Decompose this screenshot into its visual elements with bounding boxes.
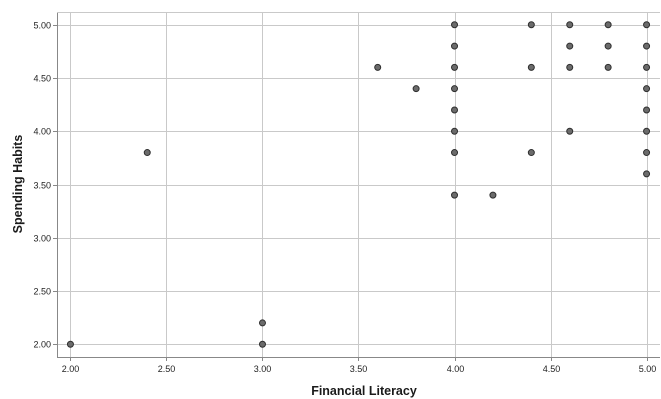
y-tick-label: 4.50 [33, 74, 51, 84]
data-point [412, 85, 420, 93]
data-point [566, 127, 574, 135]
x-tick-label: 2.00 [62, 364, 80, 374]
x-tick-label: 3.50 [350, 364, 368, 374]
x-tick-label: 4.00 [447, 364, 465, 374]
data-point [451, 127, 459, 135]
x-axis-title: Financial Literacy [311, 384, 417, 398]
data-point [451, 191, 459, 199]
data-point [451, 85, 459, 93]
data-point [258, 319, 266, 327]
data-point [643, 63, 651, 71]
data-point [527, 63, 535, 71]
grid-lines [57, 12, 660, 357]
data-point [643, 127, 651, 135]
x-tick-label: 4.50 [543, 364, 561, 374]
axes [53, 12, 660, 361]
data-point [451, 63, 459, 71]
data-point [604, 63, 612, 71]
data-point [604, 21, 612, 29]
data-point [527, 21, 535, 29]
data-point [374, 63, 382, 71]
data-point [566, 63, 574, 71]
data-point [643, 85, 651, 93]
data-point [451, 42, 459, 50]
x-tick-label: 5.00 [639, 364, 657, 374]
data-point [604, 42, 612, 50]
tick-labels: 2.00 2.50 3.00 3.50 4.00 4.50 5.00 2.00 2.50 3.00… [33, 21, 656, 375]
data-point [643, 42, 651, 50]
data-point [143, 149, 151, 157]
x-tick-label: 3.00 [254, 364, 272, 374]
data-point [643, 149, 651, 157]
y-tick-label: 2.50 [33, 287, 51, 297]
data-point [258, 340, 266, 348]
data-point [566, 21, 574, 29]
data-point [643, 170, 651, 178]
y-tick-label: 3.50 [33, 181, 51, 191]
y-tick-label: 3.00 [33, 234, 51, 244]
data-point [643, 21, 651, 29]
y-tick-label: 2.00 [33, 340, 51, 350]
y-axis-title: Spending Habits [11, 135, 25, 234]
x-tick-label: 2.50 [158, 364, 176, 374]
data-point [66, 340, 74, 348]
data-point [451, 149, 459, 157]
data-point [566, 42, 574, 50]
data-point [451, 21, 459, 29]
data-point [643, 106, 651, 114]
y-tick-label: 4.00 [33, 127, 51, 137]
y-tick-label: 5.00 [33, 21, 51, 31]
data-point [527, 149, 535, 157]
data-point [489, 191, 497, 199]
data-points [66, 21, 651, 348]
data-point [451, 106, 459, 114]
